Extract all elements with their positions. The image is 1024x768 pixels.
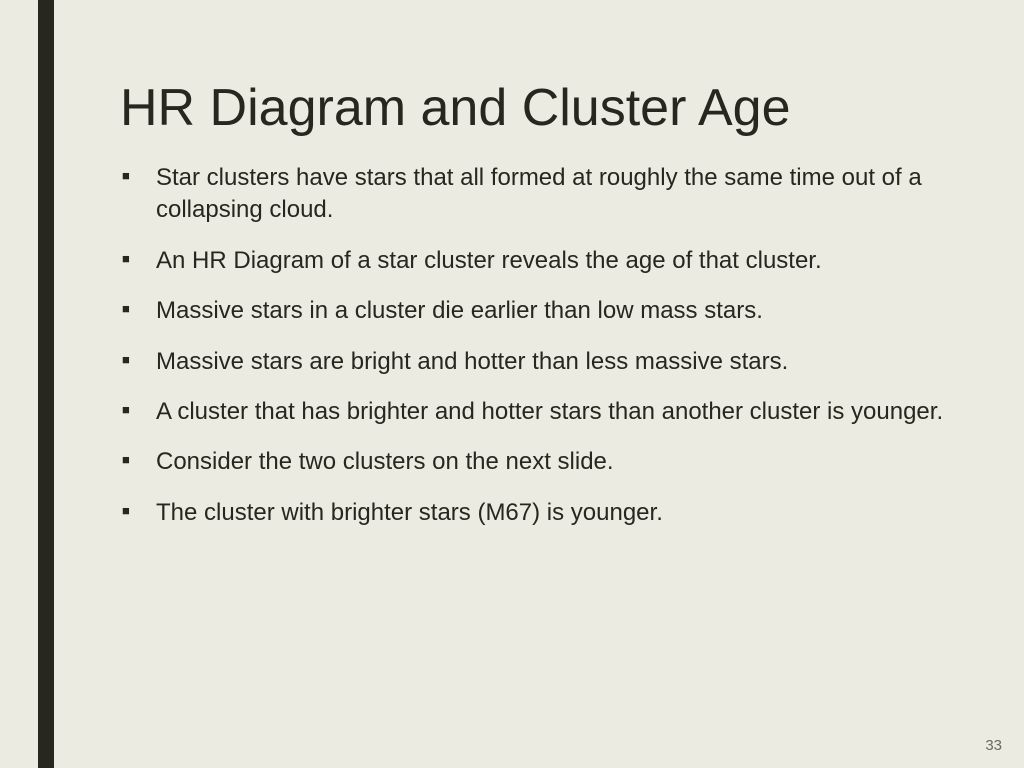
bullet-item: Consider the two clusters on the next sl… — [152, 446, 964, 478]
bullet-item: Star clusters have stars that all formed… — [152, 162, 964, 227]
bullet-list: Star clusters have stars that all formed… — [120, 162, 964, 529]
bullet-item: A cluster that has brighter and hotter s… — [152, 396, 964, 428]
bullet-item: The cluster with brighter stars (M67) is… — [152, 497, 964, 529]
accent-bar — [38, 0, 54, 768]
slide-content: HR Diagram and Cluster Age Star clusters… — [120, 78, 964, 547]
bullet-item: Massive stars in a cluster die earlier t… — [152, 295, 964, 327]
page-number: 33 — [985, 737, 1002, 754]
bullet-item: An HR Diagram of a star cluster reveals … — [152, 245, 964, 277]
slide-title: HR Diagram and Cluster Age — [120, 78, 964, 138]
bullet-item: Massive stars are bright and hotter than… — [152, 346, 964, 378]
